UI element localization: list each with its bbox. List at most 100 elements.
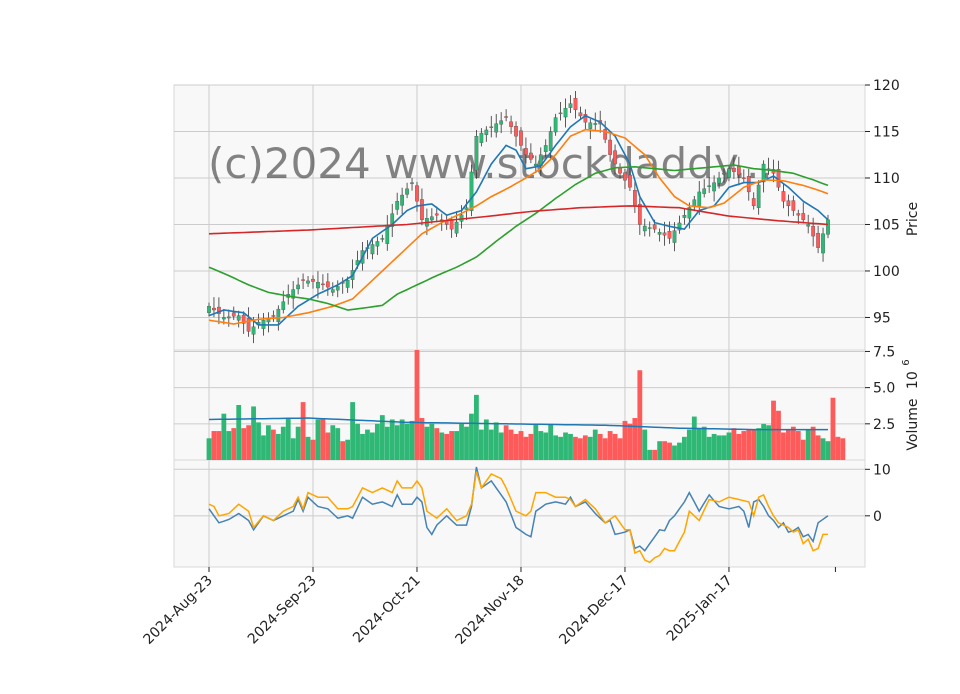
candle-down — [608, 139, 612, 155]
candle-down — [786, 200, 791, 207]
candle-up — [291, 289, 296, 299]
volume-bar — [642, 429, 648, 460]
candle-up — [251, 326, 256, 335]
candle-up — [464, 207, 469, 210]
volume-bar — [563, 432, 568, 460]
candle-down — [637, 203, 642, 225]
volume-bar — [340, 441, 346, 460]
candle-up — [281, 301, 286, 310]
candle-down — [732, 167, 736, 172]
volume-tick-label: 7.5 — [873, 344, 895, 360]
candle-up — [335, 286, 340, 291]
candle-down — [509, 121, 513, 127]
candle-down — [519, 130, 523, 146]
volume-bar — [746, 429, 752, 460]
volume-bar — [454, 431, 459, 460]
volume-bar — [211, 431, 217, 460]
volume-bar — [498, 432, 504, 460]
volume-bar — [573, 436, 578, 460]
x-tick-label: 2024-Aug-23 — [140, 573, 215, 648]
volume-bar — [310, 439, 316, 460]
volume-bar — [701, 426, 707, 460]
volume-bar — [335, 428, 341, 460]
volume-bar — [647, 449, 653, 460]
volume-bar — [474, 394, 479, 460]
volume-bar — [751, 429, 757, 460]
volume-bar — [270, 429, 276, 460]
candle-up — [717, 177, 721, 184]
volume-bar — [731, 428, 737, 460]
candle-down — [628, 174, 632, 188]
volume-bar — [627, 423, 633, 460]
moving-average-line-2 — [208, 128, 829, 325]
volume-bar — [439, 432, 445, 460]
candle-down — [613, 150, 617, 165]
volume-bar — [533, 423, 539, 460]
candle-down — [811, 226, 815, 237]
volume-bar — [459, 423, 464, 460]
volume-bar — [686, 429, 692, 460]
volume-bar — [691, 416, 697, 460]
candle-up — [533, 163, 538, 167]
volume-axis-name: Volume — [905, 399, 921, 451]
candle-down — [449, 220, 454, 230]
candle-up — [702, 188, 707, 194]
volume-bar — [503, 425, 509, 460]
volume-bar — [800, 439, 806, 460]
candle-down — [514, 126, 518, 137]
x-tick-label: 2024-Sep-23 — [245, 573, 320, 648]
volume-bar — [483, 419, 489, 460]
volume-bar — [597, 433, 603, 460]
volume-bar — [360, 433, 365, 460]
volume-bar — [285, 418, 291, 460]
candle-down — [801, 213, 806, 220]
volume-bar — [320, 418, 326, 460]
candle-down — [573, 98, 578, 110]
volume-bar — [667, 442, 672, 460]
volume-bar — [444, 433, 450, 460]
volume-bar — [399, 419, 405, 460]
candle-up — [707, 185, 712, 187]
moving-average-line-1 — [208, 114, 829, 326]
volume-bar — [226, 431, 232, 460]
volume-average-line — [208, 417, 828, 431]
volume-bar — [677, 442, 682, 460]
candle-up — [484, 129, 489, 135]
volume-bar — [280, 426, 286, 460]
volume-bar — [350, 402, 356, 460]
volume-bar — [637, 370, 643, 460]
volume-bar — [538, 431, 544, 460]
candle-down — [781, 191, 786, 202]
volume-bar — [662, 441, 667, 460]
x-tick-label: 2025-Jan-17 — [664, 573, 736, 645]
volume-bar — [295, 426, 301, 460]
volume-bar — [795, 431, 801, 460]
x-tick-label: 2024-Nov-18 — [452, 573, 527, 648]
volume-bar — [488, 429, 494, 460]
candle-up — [756, 184, 761, 208]
volume-bar — [384, 426, 390, 460]
volume-bar — [825, 441, 831, 460]
price-tick-label: 95 — [873, 310, 891, 326]
volume-bar — [558, 436, 563, 460]
candle-down — [325, 281, 330, 288]
candle-down — [271, 315, 276, 317]
candle-up — [207, 306, 211, 313]
volume-bar — [726, 432, 732, 460]
price-tick-label: 105 — [873, 217, 900, 233]
candle-up — [222, 317, 226, 320]
candle-down — [212, 307, 216, 311]
candle-up — [672, 230, 677, 243]
volume-bar — [365, 429, 370, 460]
volume-bar — [246, 425, 252, 460]
candle-up — [306, 280, 310, 284]
volume-bar — [553, 435, 559, 460]
candle-up — [494, 123, 499, 133]
candle-up — [692, 199, 697, 206]
volume-bar — [221, 413, 227, 460]
candle-up — [593, 123, 598, 125]
candle-up — [390, 213, 395, 227]
volume-bar — [345, 439, 351, 460]
